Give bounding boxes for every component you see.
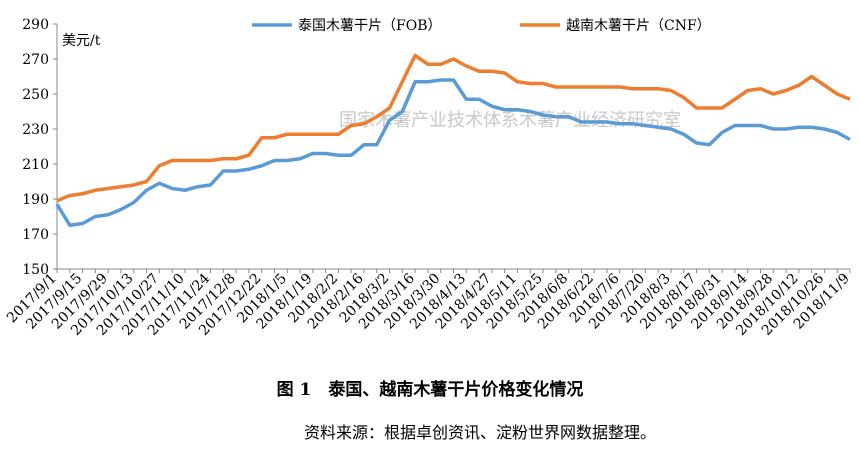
line (56, 53, 851, 203)
y-tick-label: 190 (22, 192, 49, 208)
line (55, 78, 851, 227)
y-tick-label: 150 (22, 262, 49, 278)
y-tick-label: 210 (22, 157, 49, 173)
source: 资料来源：根据卓创资讯、淀粉世界网数据整理。 (304, 423, 656, 442)
watermark: 国家木薯产业技术体系木薯产业经济研究室 (339, 110, 681, 131)
y-tick-label: 270 (22, 52, 49, 68)
y-tick-label: 230 (22, 122, 49, 138)
y-axis-label: 美元/t (62, 33, 101, 49)
y-tick-label: 170 (22, 227, 49, 243)
caption: 图 1 泰国、越南木薯干片价格变化情况 (277, 379, 584, 400)
y-tick-label: 250 (22, 87, 49, 103)
legend-label: 泰国木薯干片（FOB） (298, 18, 441, 34)
y-tick-label: 290 (22, 17, 49, 33)
legend-label: 越南木薯干片（CNF） (566, 18, 711, 34)
